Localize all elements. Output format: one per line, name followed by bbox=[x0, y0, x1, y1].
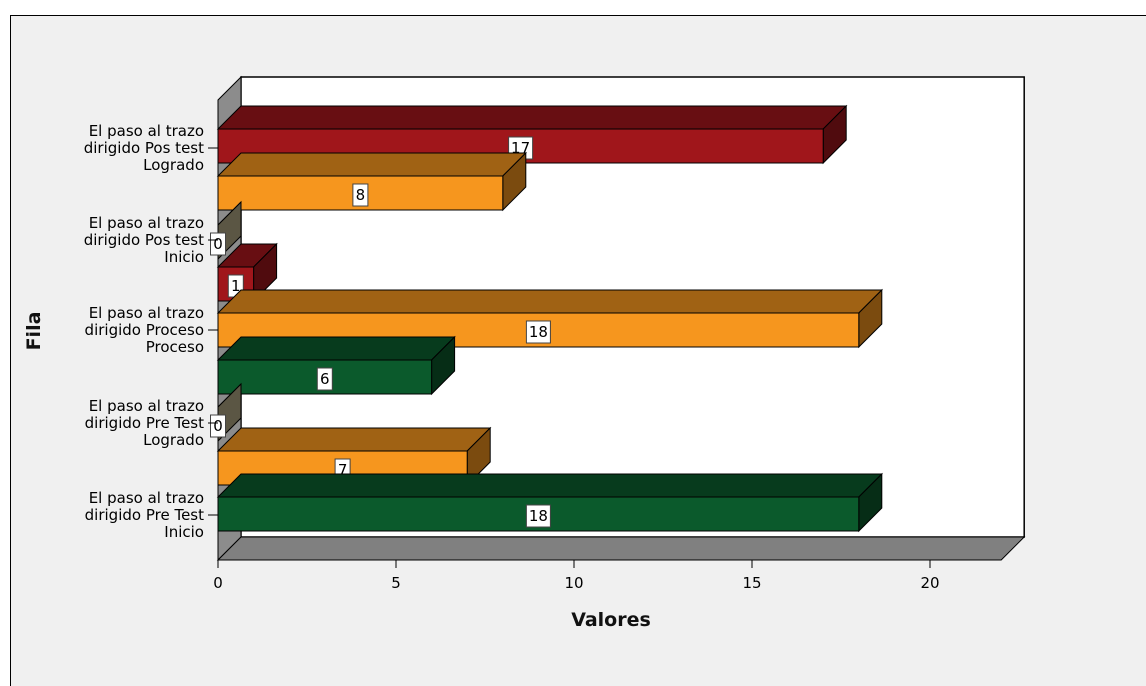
y-tick-label: Logrado bbox=[143, 431, 204, 449]
bar-top-face bbox=[216, 289, 884, 314]
y-tick-label: El paso al trazo bbox=[89, 489, 204, 507]
y-tick-label: dirigido Pos test bbox=[84, 139, 204, 157]
bar-0-1: 8 bbox=[216, 151, 528, 212]
data-label: 1 bbox=[231, 277, 241, 295]
y-tick-label: El paso al trazo bbox=[89, 304, 204, 322]
x-tick-label: 5 bbox=[391, 574, 401, 592]
y-tick-label: El paso al trazo bbox=[89, 214, 204, 232]
y-axis-title: Fila bbox=[23, 312, 45, 351]
y-tick-label: Inicio bbox=[164, 523, 204, 541]
y-tick-label: dirigido Pos test bbox=[84, 231, 204, 249]
data-label-box bbox=[352, 183, 369, 207]
data-label: 0 bbox=[213, 235, 223, 253]
data-label-box bbox=[210, 414, 226, 438]
y-tick-label: El paso al trazo bbox=[89, 122, 204, 140]
y-tick-label: Inicio bbox=[164, 248, 204, 266]
bar-3-0: 0 bbox=[210, 382, 242, 443]
bar-top-face bbox=[216, 427, 492, 452]
x-tick-label: 0 bbox=[213, 574, 223, 592]
data-label-box bbox=[525, 504, 551, 528]
bar-top-face bbox=[216, 105, 848, 130]
bar-2-1: 6 bbox=[216, 335, 456, 396]
y-tick-label: El paso al trazo bbox=[89, 397, 204, 415]
data-label: 8 bbox=[356, 186, 366, 204]
data-label: 6 bbox=[320, 370, 330, 388]
bar-top-face bbox=[216, 336, 456, 361]
bar-4-0: 18 bbox=[216, 472, 884, 533]
y-tick-label: dirigido Pre Test bbox=[85, 414, 204, 432]
data-label: 0 bbox=[213, 417, 223, 435]
y-tick-label: dirigido Proceso bbox=[85, 321, 204, 339]
floor bbox=[216, 536, 1026, 561]
bar-top-face bbox=[216, 152, 528, 177]
data-label-box bbox=[210, 232, 226, 256]
data-label: 7 bbox=[338, 461, 348, 479]
data-label-box bbox=[316, 367, 333, 391]
y-tick-label: Logrado bbox=[143, 156, 204, 174]
bar-top-face bbox=[216, 473, 884, 498]
data-label-box bbox=[525, 320, 551, 344]
y-tick-label: Proceso bbox=[146, 338, 204, 356]
x-tick-label: 15 bbox=[742, 574, 761, 592]
bar-1-0: 0 bbox=[210, 200, 242, 261]
data-label: 18 bbox=[529, 507, 548, 525]
x-tick-label: 10 bbox=[564, 574, 583, 592]
x-axis-title: Valores bbox=[571, 609, 651, 631]
data-label: 18 bbox=[529, 323, 548, 341]
y-tick-label: dirigido Pre Test bbox=[85, 506, 204, 524]
x-tick-label: 20 bbox=[920, 574, 939, 592]
